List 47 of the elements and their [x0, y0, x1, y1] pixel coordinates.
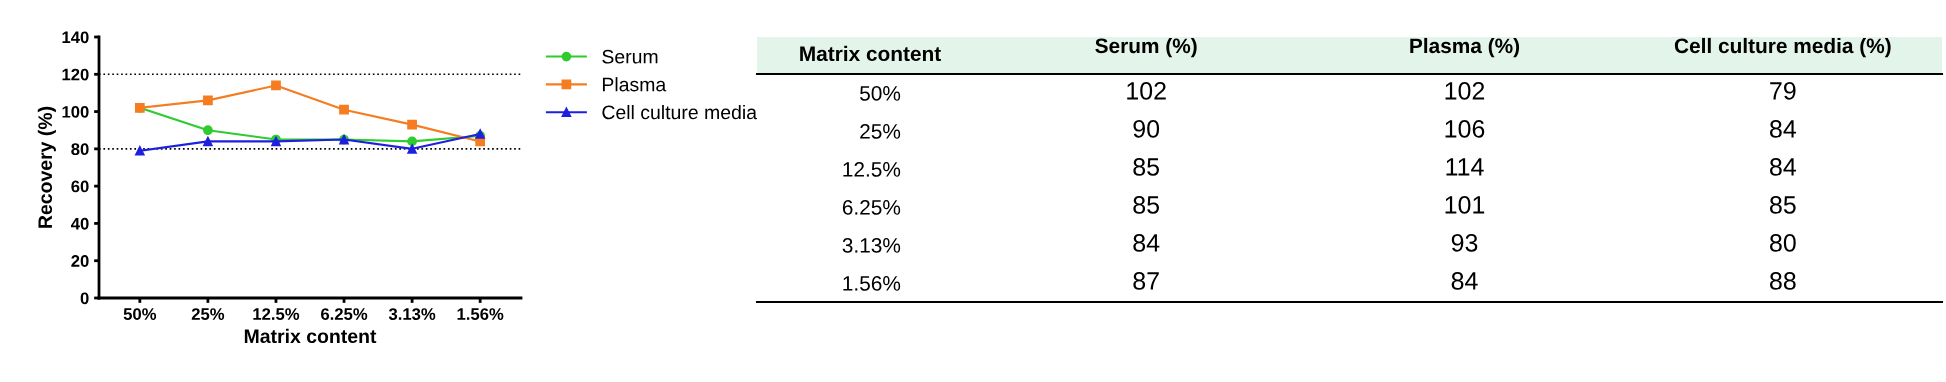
x-tick-label: 12.5% — [253, 308, 300, 320]
data-label: 84 — [1770, 120, 1797, 138]
x-tick-label: 1.56% — [457, 308, 504, 320]
data-label: 85 — [1133, 196, 1160, 214]
y-tick-label: 140 — [62, 31, 89, 44]
y-tick-label: 100 — [62, 105, 89, 118]
data-label: 84 — [1451, 272, 1478, 290]
y-tick-label: 60 — [71, 180, 89, 193]
data-label: 80 — [1770, 234, 1796, 252]
data-label: 79 — [1770, 82, 1796, 100]
data-label: 84 — [1770, 158, 1797, 176]
data-label: 106 — [1445, 120, 1485, 138]
legend-label: Cell culture media — [602, 104, 758, 120]
y-tick-label: 25% — [860, 124, 901, 139]
data-label: 102 — [1127, 82, 1166, 100]
y-tick-label: 6.25% — [842, 200, 901, 215]
data-label: 84 — [1133, 234, 1160, 252]
x-tick-label: 50% — [123, 308, 157, 320]
y-axis-title: Matrix content — [800, 45, 941, 62]
y-tick-label: 1.56% — [843, 276, 901, 291]
data-label: 93 — [1451, 234, 1478, 252]
x-tick-label: 6.25% — [321, 308, 368, 320]
x-tick-label: Serum (%) — [1095, 37, 1197, 58]
y-tick-label: 0 — [80, 292, 89, 305]
data-label: 114 — [1446, 158, 1484, 176]
x-tick-label: Cell culture media (%) — [1674, 37, 1891, 58]
y-tick-label: 80 — [71, 143, 89, 156]
data-label: 85 — [1770, 196, 1796, 214]
y-tick-label: 40 — [70, 217, 89, 230]
legend-label: Serum — [602, 49, 658, 64]
x-tick-label: 3.13% — [388, 308, 436, 320]
y-tick-label: 3.13% — [842, 238, 901, 253]
y-tick-label: 20 — [71, 255, 89, 267]
y-tick-label: 120 — [62, 68, 89, 81]
data-label: 101 — [1445, 196, 1485, 214]
data-label: 85 — [1133, 158, 1160, 176]
y-axis-title: Recovery (%) — [37, 106, 56, 228]
data-label: 87 — [1133, 272, 1159, 290]
y-tick-label: 12.5% — [843, 162, 901, 177]
legend-label: Plasma — [602, 77, 667, 92]
data-label: 90 — [1133, 120, 1160, 138]
x-tick-label: 25% — [191, 308, 225, 320]
x-tick-label: Plasma (%) — [1410, 37, 1520, 58]
y-tick-label: 50% — [860, 86, 901, 101]
data-label: 102 — [1445, 82, 1485, 100]
data-label: 88 — [1770, 272, 1796, 290]
x-axis-title: Matrix content — [244, 328, 377, 344]
